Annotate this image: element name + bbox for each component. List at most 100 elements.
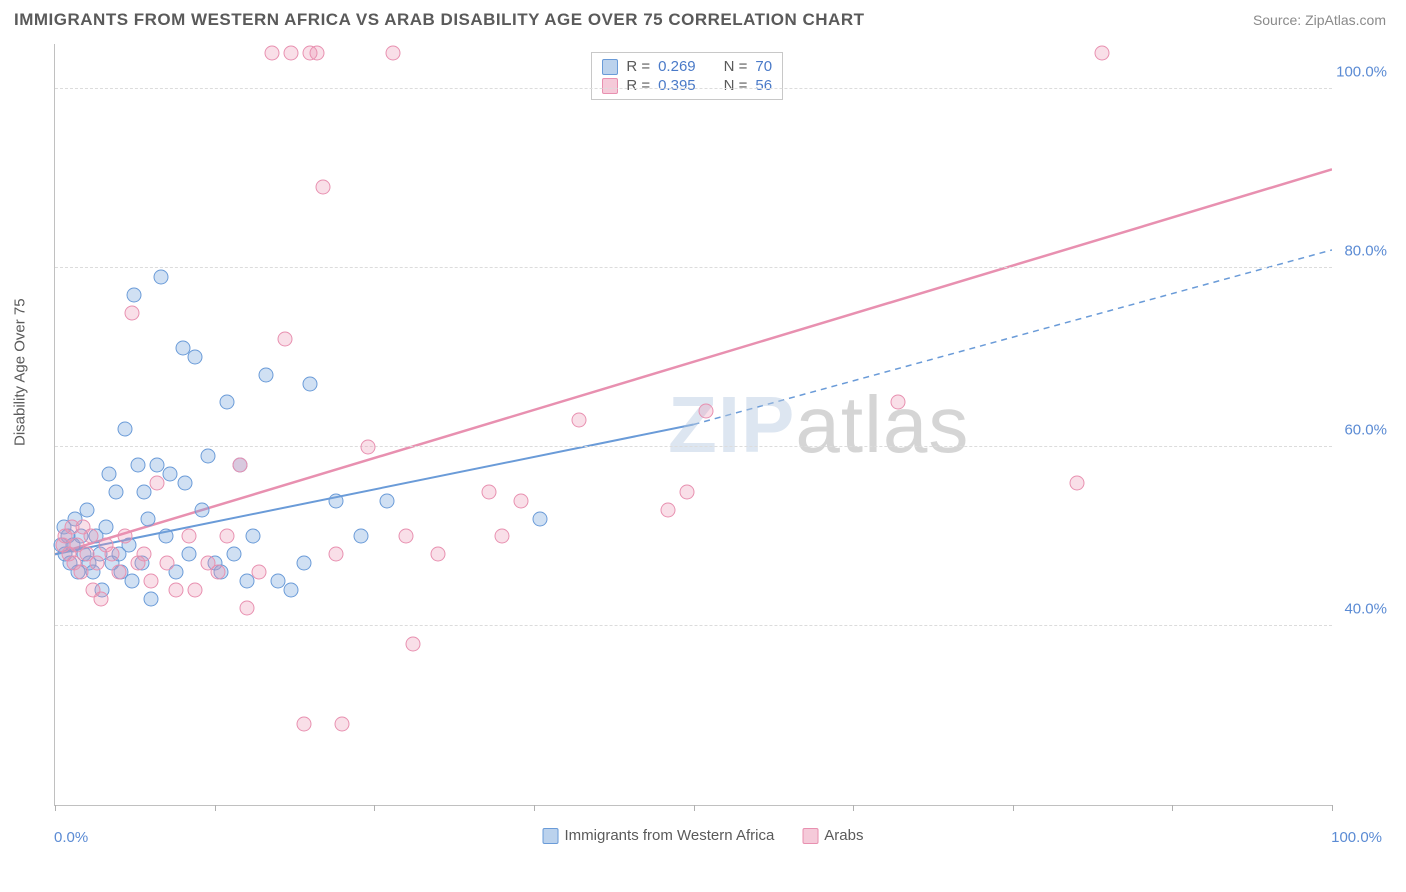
data-point (127, 287, 142, 302)
legend-swatch (802, 828, 818, 844)
x-tick (374, 805, 375, 811)
n-value: 70 (755, 58, 772, 75)
legend-series: Immigrants from Western Africa Arabs (543, 827, 864, 844)
y-axis-title: Disability Age Over 75 (12, 298, 29, 446)
plot-area: ZIPatlas R =0.269N =70R =0.395N =56 40.0… (54, 44, 1332, 806)
x-tick (534, 805, 535, 811)
legend-item: Arabs (802, 827, 863, 844)
data-point (494, 529, 509, 544)
r-label: R = (626, 77, 650, 94)
gridline (55, 88, 1332, 89)
legend-stat-row: R =0.269N =70 (602, 57, 772, 76)
data-point (431, 547, 446, 562)
data-point (239, 601, 254, 616)
data-point (83, 529, 98, 544)
data-point (143, 574, 158, 589)
data-point (159, 529, 174, 544)
data-point (316, 180, 331, 195)
y-tick-label: 100.0% (1336, 63, 1387, 80)
x-tick (1332, 805, 1333, 811)
data-point (153, 269, 168, 284)
n-value: 56 (755, 77, 772, 94)
x-axis-max-label: 100.0% (1331, 829, 1382, 846)
data-point (303, 377, 318, 392)
data-point (99, 520, 114, 535)
data-point (143, 592, 158, 607)
data-point (194, 502, 209, 517)
data-point (328, 547, 343, 562)
r-label: R = (626, 58, 650, 75)
chart-container: Disability Age Over 75 ZIPatlas R =0.269… (14, 36, 1392, 856)
data-point (101, 466, 116, 481)
n-label: N = (724, 58, 748, 75)
data-point (160, 556, 175, 571)
legend-label: Arabs (824, 827, 863, 844)
data-point (354, 529, 369, 544)
data-point (533, 511, 548, 526)
data-point (245, 529, 260, 544)
data-point (169, 583, 184, 598)
gridline (55, 446, 1332, 447)
data-point (380, 493, 395, 508)
data-point (178, 475, 193, 490)
legend-swatch (602, 59, 618, 75)
legend-correlation-box: R =0.269N =70R =0.395N =56 (591, 52, 783, 100)
data-point (90, 556, 105, 571)
data-point (220, 395, 235, 410)
watermark: ZIPatlas (668, 379, 969, 471)
data-point (297, 717, 312, 732)
data-point (111, 565, 126, 580)
chart-title: IMMIGRANTS FROM WESTERN AFRICA VS ARAB D… (14, 10, 864, 30)
trend-lines-svg (55, 44, 1332, 805)
data-point (182, 547, 197, 562)
data-point (571, 413, 586, 428)
y-tick-label: 40.0% (1344, 600, 1387, 617)
data-point (137, 547, 152, 562)
data-point (220, 529, 235, 544)
data-point (680, 484, 695, 499)
data-point (124, 305, 139, 320)
data-point (211, 565, 226, 580)
data-point (284, 45, 299, 60)
data-point (386, 45, 401, 60)
chart-source: Source: ZipAtlas.com (1253, 12, 1386, 28)
data-point (360, 439, 375, 454)
x-tick (55, 805, 56, 811)
data-point (890, 395, 905, 410)
data-point (265, 45, 280, 60)
x-tick (853, 805, 854, 811)
data-point (482, 484, 497, 499)
gridline (55, 625, 1332, 626)
n-label: N = (724, 77, 748, 94)
data-point (405, 636, 420, 651)
data-point (93, 592, 108, 607)
data-point (1069, 475, 1084, 490)
data-point (188, 350, 203, 365)
data-point (105, 547, 120, 562)
y-tick-label: 80.0% (1344, 242, 1387, 259)
x-tick (694, 805, 695, 811)
data-point (188, 583, 203, 598)
data-point (73, 565, 88, 580)
chart-header: IMMIGRANTS FROM WESTERN AFRICA VS ARAB D… (0, 0, 1406, 36)
gridline (55, 267, 1332, 268)
legend-label: Immigrants from Western Africa (565, 827, 775, 844)
r-value: 0.395 (658, 77, 696, 94)
data-point (284, 583, 299, 598)
legend-swatch (543, 828, 559, 844)
data-point (118, 421, 133, 436)
data-point (258, 368, 273, 383)
data-point (131, 457, 146, 472)
data-point (233, 457, 248, 472)
data-point (1095, 45, 1110, 60)
data-point (118, 529, 133, 544)
data-point (252, 565, 267, 580)
x-axis-min-label: 0.0% (54, 829, 88, 846)
data-point (226, 547, 241, 562)
data-point (699, 404, 714, 419)
data-point (150, 475, 165, 490)
data-point (277, 332, 292, 347)
data-point (124, 574, 139, 589)
data-point (182, 529, 197, 544)
data-point (162, 466, 177, 481)
